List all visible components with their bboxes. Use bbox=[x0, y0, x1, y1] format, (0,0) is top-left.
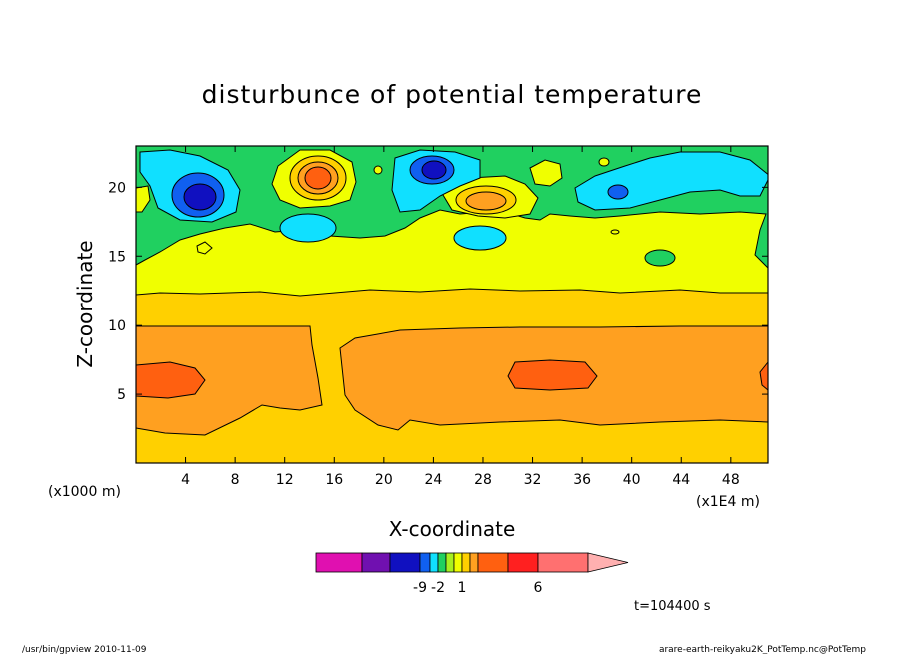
field-darkblue-center bbox=[421, 160, 447, 180]
x-tick-label: 40 bbox=[623, 472, 641, 488]
field-green-patch-1 bbox=[644, 249, 676, 267]
x-tick-label: 4 bbox=[181, 472, 190, 488]
colorbar-swatch bbox=[469, 552, 479, 573]
colorbar-swatch bbox=[389, 552, 421, 573]
colorbar-swatch bbox=[445, 552, 455, 573]
colorbar-swatch bbox=[437, 552, 447, 573]
x-axis-label: X-coordinate bbox=[389, 517, 516, 541]
colorbar-swatch bbox=[361, 552, 391, 573]
y-unit-label: (x1E4 m) bbox=[696, 494, 760, 510]
x-tick-label: 48 bbox=[722, 472, 740, 488]
colorbar-label: -9 bbox=[413, 580, 427, 596]
colorbar-swatch bbox=[429, 552, 439, 573]
x-tick-label: 16 bbox=[325, 472, 343, 488]
x-tick-label: 32 bbox=[524, 472, 542, 488]
x-tick-label: 24 bbox=[424, 472, 442, 488]
field-yellow-pocket-4 bbox=[136, 185, 151, 213]
field-yellow-dot bbox=[598, 157, 610, 167]
field-cyan-blob-1 bbox=[279, 213, 337, 243]
colorbar-label: 6 bbox=[534, 580, 543, 596]
field-darkblue-left bbox=[183, 183, 217, 211]
y-tick-label: 20 bbox=[108, 180, 126, 196]
x-tick-label: 36 bbox=[573, 472, 591, 488]
colorbar-swatch bbox=[461, 552, 471, 573]
colorbar-swatch bbox=[507, 552, 539, 573]
plot-frame bbox=[135, 145, 769, 464]
field-blue-right bbox=[607, 184, 629, 200]
colorbar-arrow bbox=[587, 552, 629, 573]
x-tick-label: 20 bbox=[375, 472, 393, 488]
x-tick-label: 44 bbox=[672, 472, 690, 488]
chart-title: disturbunce of potential temperature bbox=[202, 80, 703, 109]
y-tick-label: 15 bbox=[108, 249, 126, 265]
plot-area bbox=[136, 146, 768, 463]
field-yellow-pocket-5 bbox=[196, 241, 213, 255]
field-orange-layer bbox=[136, 325, 323, 436]
colorbar-swatch bbox=[419, 552, 431, 573]
field-deep-orange-right bbox=[507, 359, 598, 391]
field-deep-orange-left bbox=[136, 361, 206, 399]
x-axis: 4 8 12 16 20 24 28 32 36 40 44 48 bbox=[181, 146, 740, 488]
field-warm-core bbox=[304, 166, 332, 190]
field-yellow-pocket-3 bbox=[529, 159, 563, 187]
time-label: t=104400 s bbox=[634, 599, 711, 614]
colorbar-swatch bbox=[477, 552, 509, 573]
field-warm-ring-4 bbox=[465, 191, 507, 211]
colorbar-label: -2 bbox=[431, 580, 445, 596]
field-yellow-dot-2 bbox=[610, 229, 620, 235]
x-tick-label: 12 bbox=[276, 472, 294, 488]
y-axis: 5 10 15 20 bbox=[108, 180, 768, 403]
x-unit-label: (x1000 m) bbox=[48, 484, 121, 500]
colorbar: -9 -2 1 6 bbox=[315, 552, 629, 596]
y-tick-label: 10 bbox=[108, 318, 126, 334]
field-deep-orange-edge bbox=[759, 361, 768, 391]
footer-left: /usr/bin/gpview 2010-11-09 bbox=[22, 645, 147, 654]
field-green-patch-2 bbox=[373, 165, 383, 175]
colorbar-swatch bbox=[537, 552, 589, 573]
x-tick-label: 8 bbox=[231, 472, 240, 488]
y-axis-label: Z-coordinate bbox=[73, 240, 97, 367]
colorbar-swatch bbox=[315, 552, 363, 573]
y-tick-label: 5 bbox=[117, 387, 126, 403]
field-cyan-blob-2 bbox=[453, 225, 507, 251]
footer-right: arare-earth-reikyaku2K_PotTemp.nc@PotTem… bbox=[659, 645, 866, 654]
colorbar-swatch bbox=[453, 552, 463, 573]
x-tick-label: 28 bbox=[474, 472, 492, 488]
colorbar-label: 1 bbox=[458, 580, 467, 596]
